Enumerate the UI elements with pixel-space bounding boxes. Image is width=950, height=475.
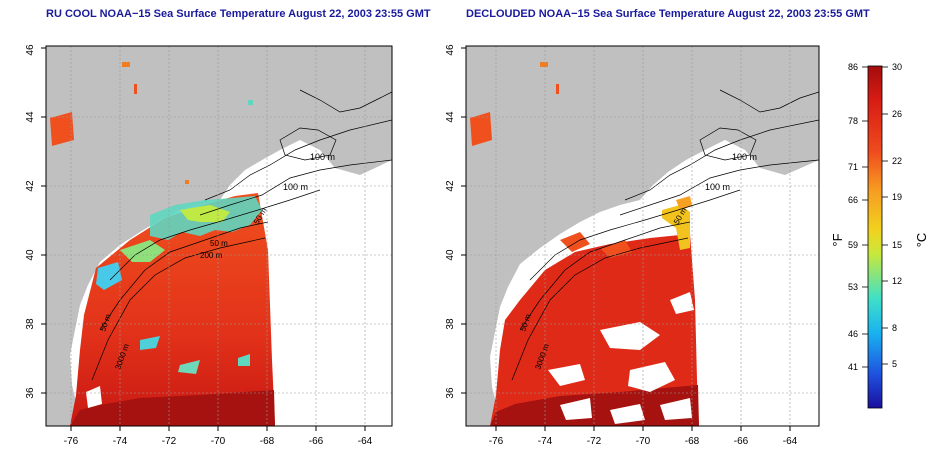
y-tick-label: 46 (445, 44, 456, 56)
celsius-tick: 15 (892, 240, 902, 250)
fahrenheit-tick: 41 (848, 362, 858, 372)
right-map: 100 m 100 m 50 m 3000 m 50 m -76 -74 -72… (445, 44, 820, 447)
x-tick-label: -64 (358, 436, 373, 447)
colorbar-gradient (867, 65, 883, 409)
fahrenheit-tick: 78 (848, 116, 858, 126)
land-mass (46, 46, 392, 426)
x-tick-label: -68 (260, 436, 275, 447)
y-tick-label: 42 (445, 180, 456, 192)
contour-label: 200 m (200, 251, 223, 260)
y-tick-label: 36 (445, 387, 456, 399)
fahrenheit-unit-label: °F (830, 233, 845, 246)
y-tick-label: 42 (25, 180, 36, 192)
colorbar: 86 78 71 66 59 53 46 41 (830, 62, 929, 409)
celsius-tick: 19 (892, 192, 902, 202)
y-tick-label: 36 (25, 387, 36, 399)
x-tick-label: -76 (64, 436, 79, 447)
y-tick-label: 38 (445, 318, 456, 330)
left-map: 100 m 100 m 50 m 50 m 200 m 50 m 3000 m … (25, 44, 393, 447)
fahrenheit-tick: 59 (848, 240, 858, 250)
fahrenheit-tick: 71 (848, 162, 858, 172)
x-tick-label: -68 (685, 436, 700, 447)
y-tick-label: 40 (445, 249, 456, 261)
y-tick-label: 44 (445, 111, 456, 123)
fahrenheit-tick: 46 (848, 329, 858, 339)
x-tick-label: -72 (162, 436, 177, 447)
contour-label: 100 m (283, 182, 308, 192)
celsius-unit-label: °C (914, 233, 929, 248)
celsius-tick: 12 (892, 276, 902, 286)
x-tick-label: -66 (309, 436, 324, 447)
x-tick-label: -72 (587, 436, 602, 447)
celsius-tick: 5 (892, 359, 897, 369)
y-tick-label: 44 (25, 111, 36, 123)
celsius-tick: 8 (892, 323, 897, 333)
contour-label: 50 m (210, 239, 228, 248)
contour-label: 100 m (705, 182, 730, 192)
celsius-tick: 30 (892, 62, 902, 72)
fahrenheit-tick: 86 (848, 62, 858, 72)
y-tick-label: 40 (25, 249, 36, 261)
fahrenheit-tick: 66 (848, 195, 858, 205)
contour-label: 100 m (310, 152, 335, 162)
left-panel-title: RU COOL NOAA−15 Sea Surface Temperature … (46, 8, 431, 20)
x-tick-label: -74 (538, 436, 553, 447)
celsius-tick: 26 (892, 109, 902, 119)
y-tick-label: 46 (25, 44, 36, 56)
x-tick-label: -74 (113, 436, 128, 447)
fahrenheit-tick: 53 (848, 282, 858, 292)
x-tick-label: -70 (211, 436, 226, 447)
x-tick-label: -66 (734, 436, 749, 447)
celsius-tick: 22 (892, 156, 902, 166)
y-tick-label: 38 (25, 318, 36, 330)
land-mass (466, 46, 819, 426)
x-tick-label: -76 (489, 436, 504, 447)
right-panel-title: DECLOUDED NOAA−15 Sea Surface Temperatur… (466, 8, 870, 20)
contour-label: 100 m (732, 152, 757, 162)
x-tick-label: -64 (783, 436, 798, 447)
x-tick-label: -70 (636, 436, 651, 447)
